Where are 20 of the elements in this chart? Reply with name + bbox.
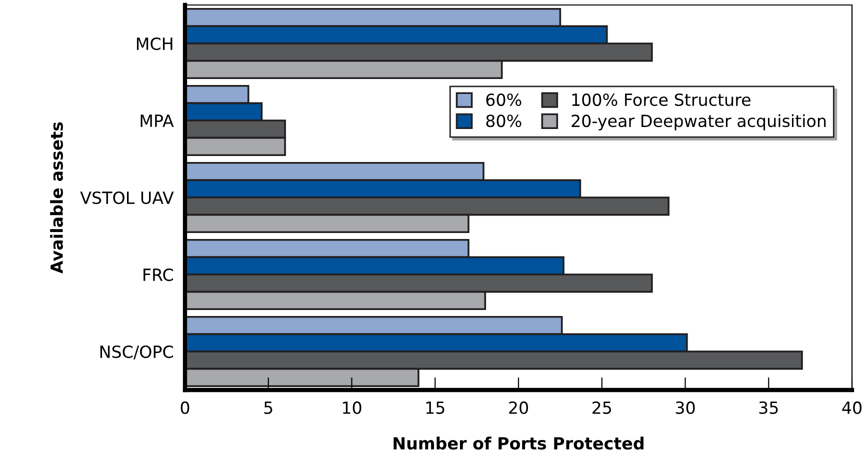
legend-label: 60% (486, 93, 522, 106)
x-tick-label: 10 (342, 401, 362, 414)
y-tick-label: FRC (144, 268, 173, 282)
x-tick-label: 15 (426, 402, 444, 414)
y-tick-label: NSC/OPC (100, 345, 173, 360)
x-tick-label: 40 (842, 401, 862, 414)
y-tick-label: VSTOL UAV (80, 191, 174, 204)
x-tick-label: 20 (509, 401, 528, 414)
legend-label: 20-year Deepwater acquisition (572, 114, 826, 130)
legend-label: 100% Force Structure (572, 93, 750, 106)
x-axis-title: Number of Ports Protected (394, 436, 644, 450)
y-tick-label: MPA (140, 114, 174, 127)
x-tick-label: 0 (180, 401, 190, 414)
x-tick-label: 5 (264, 402, 272, 414)
x-tick-label: 25 (592, 401, 612, 414)
x-tick-label: 35 (759, 401, 778, 414)
x-tick-label: 30 (676, 401, 695, 414)
y-axis-title: Available assets (50, 122, 63, 274)
legend-label: 80% (486, 114, 522, 128)
y-tick-label: MCH (136, 37, 172, 50)
